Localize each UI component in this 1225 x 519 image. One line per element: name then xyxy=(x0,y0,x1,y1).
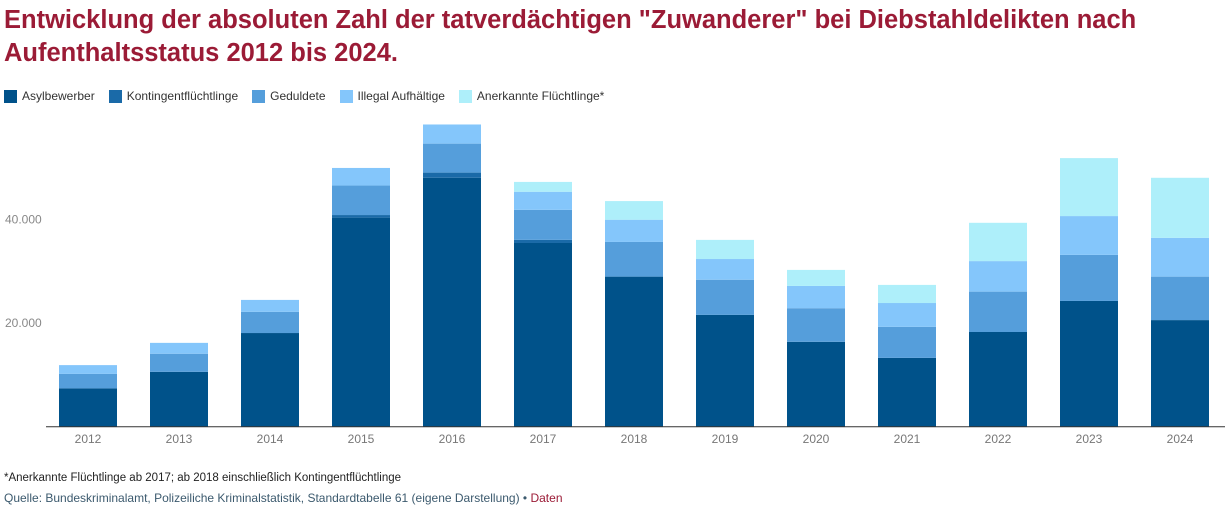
bar-segment xyxy=(969,291,1027,332)
bar-segment xyxy=(787,269,845,286)
bar-segment xyxy=(1151,237,1209,277)
x-tick-label: 2020 xyxy=(803,432,830,446)
x-tick-label: 2018 xyxy=(621,432,648,446)
legend-item: Illegal Aufhältige xyxy=(339,89,445,103)
x-tick-label: 2016 xyxy=(439,432,466,446)
x-tick-label: 2017 xyxy=(530,432,557,446)
bar-segment xyxy=(59,388,117,427)
bar-segment xyxy=(150,353,208,372)
legend-swatch xyxy=(108,89,122,103)
bar-segment xyxy=(969,331,1027,427)
bar-segment xyxy=(969,222,1027,262)
x-tick-label: 2013 xyxy=(166,432,193,446)
legend-label: Kontingentflüchtlinge xyxy=(126,89,239,103)
bar-segment xyxy=(423,124,481,144)
bar-segment xyxy=(241,299,299,312)
legend-swatch xyxy=(252,89,266,103)
x-tick-label: 2022 xyxy=(985,432,1012,446)
bar-segment xyxy=(1151,320,1209,427)
bar-segment xyxy=(332,217,390,427)
x-tick-label: 2021 xyxy=(894,432,921,446)
bar-segment xyxy=(1151,177,1209,238)
bar-segment xyxy=(59,365,117,374)
bar-segment xyxy=(878,357,936,427)
bar-segment xyxy=(787,341,845,427)
x-tick-label: 2014 xyxy=(257,432,284,446)
data-link[interactable]: Daten xyxy=(530,491,563,505)
x-tick-label: 2023 xyxy=(1076,432,1103,446)
legend-swatch xyxy=(339,89,353,103)
bar-segment xyxy=(605,219,663,242)
bar-segment xyxy=(514,239,572,243)
bar-segment xyxy=(514,191,572,210)
bar-segment xyxy=(1060,158,1118,217)
bar-segment xyxy=(878,303,936,327)
y-tick-label: 40.000 xyxy=(5,213,42,227)
bar-segment xyxy=(332,167,390,186)
x-tick-label: 2015 xyxy=(348,432,375,446)
chart-title: Entwicklung der absoluten Zahl der tatve… xyxy=(4,6,1137,67)
bar-segment xyxy=(514,242,572,427)
legend-label: Asylbewerber xyxy=(22,89,95,103)
bar-segment xyxy=(423,177,481,427)
bar-segment xyxy=(241,311,299,334)
bar-segment xyxy=(332,185,390,216)
bar-segment xyxy=(514,181,572,192)
x-tick-label: 2019 xyxy=(712,432,739,446)
bar-segment xyxy=(150,342,208,354)
source-separator: • xyxy=(519,491,531,505)
bar-segment xyxy=(787,308,845,342)
legend-item: Asylbewerber xyxy=(4,89,95,103)
bar-segment xyxy=(696,314,754,427)
legend: Asylbewerber Kontingentflüchtlinge Gedulde… xyxy=(4,89,604,103)
legend-item: Geduldete xyxy=(252,89,326,103)
bar-segment xyxy=(150,371,208,427)
bar-segment xyxy=(696,279,754,315)
legend-label: Geduldete xyxy=(270,89,326,103)
bar-segment xyxy=(878,284,936,304)
legend-item: Anerkannte Flüchtlinge* xyxy=(458,89,605,103)
legend-swatch xyxy=(4,89,17,103)
source-line: Quelle: Bundeskriminalamt, Polizeiliche … xyxy=(4,491,563,505)
bar-segment xyxy=(59,373,117,389)
legend-label: Anerkannte Flüchtlinge* xyxy=(476,89,605,103)
bar-segment xyxy=(1060,216,1118,255)
bar-segment xyxy=(1060,254,1118,301)
bar-segment xyxy=(1151,276,1209,321)
legend-item: Kontingentflüchtlinge xyxy=(108,89,239,103)
x-tick-label: 2024 xyxy=(1167,432,1194,446)
bar-segment xyxy=(241,333,299,427)
bar-segment xyxy=(423,172,481,178)
source-text: Quelle: Bundeskriminalamt, Polizeiliche … xyxy=(4,491,520,505)
bar-segment xyxy=(787,285,845,309)
bar-segment xyxy=(878,326,936,358)
bar-segment xyxy=(605,201,663,220)
legend-swatch xyxy=(458,89,472,103)
bar-segment xyxy=(514,209,572,240)
footnote: *Anerkannte Flüchtlinge ab 2017; ab 2018… xyxy=(4,472,402,484)
bar-segment xyxy=(332,215,390,218)
bar-segment xyxy=(969,261,1027,292)
bar-segment xyxy=(605,276,663,427)
x-tick-label: 2012 xyxy=(75,432,102,446)
legend-label: Illegal Aufhältige xyxy=(357,89,445,103)
y-tick-label: 20.000 xyxy=(5,316,42,330)
bar-segment xyxy=(696,239,754,260)
bar-segment xyxy=(423,143,481,173)
bar-segment xyxy=(605,241,663,277)
bar-segment xyxy=(696,259,754,280)
bar-segment xyxy=(1060,300,1118,427)
